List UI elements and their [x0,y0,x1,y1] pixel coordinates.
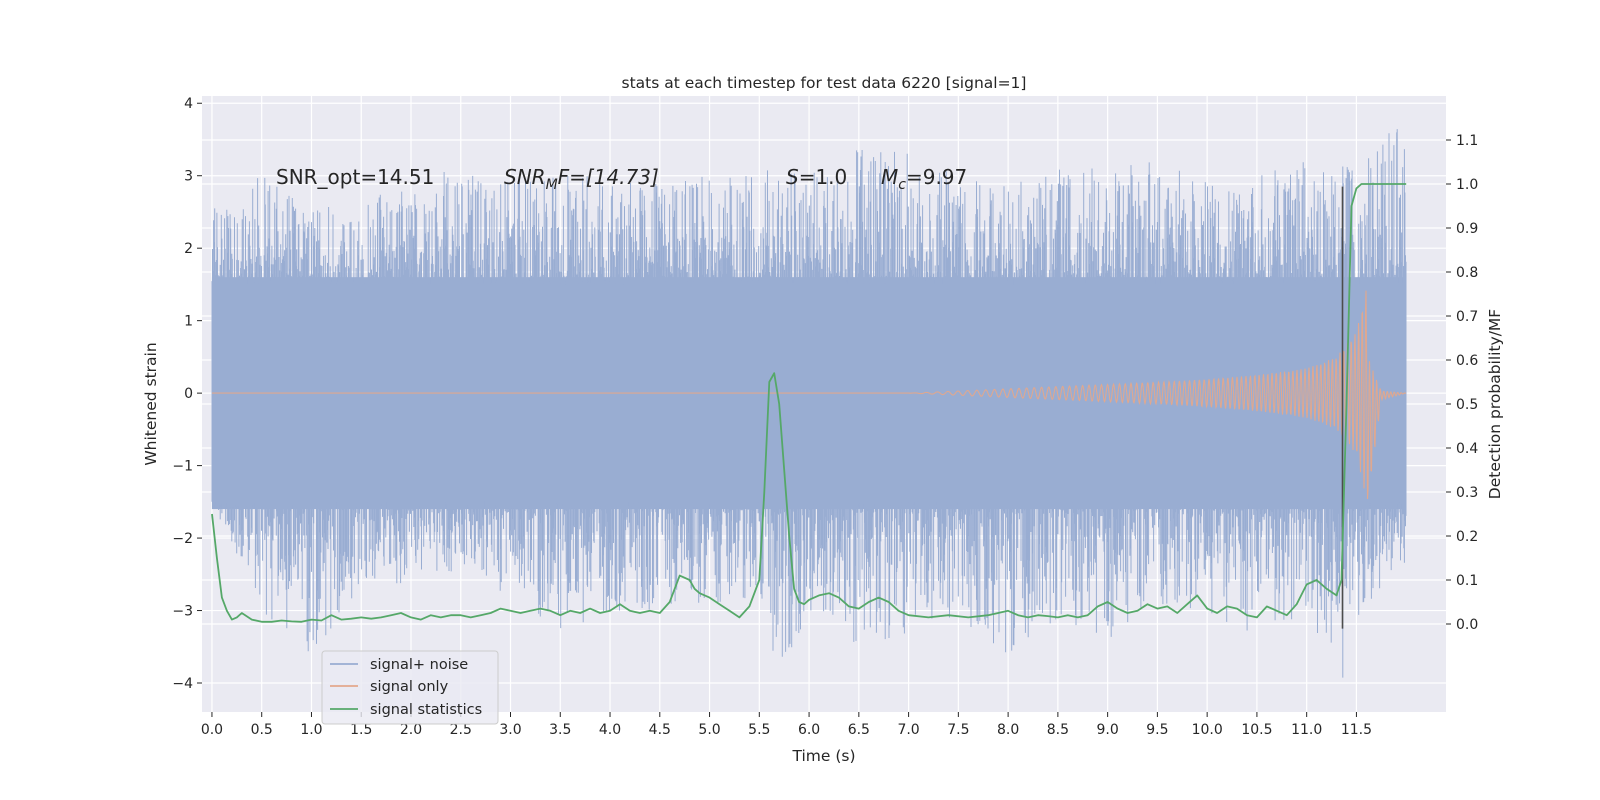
statistics-series [211,183,1407,623]
annotation-s-symbol: S [786,165,799,189]
x-tick-label-6: 3.0 [499,722,521,738]
x-tick-label-20: 10.0 [1192,722,1223,738]
x-tick-label-5: 2.5 [450,722,472,738]
x-tick-label-13: 6.5 [848,722,870,738]
annotation-mc-value: =9.97 [906,165,967,189]
y-tick-label-7: 3 [184,169,193,185]
x-tick-label-21: 10.5 [1241,722,1272,738]
legend-label-statistics: signal statistics [370,702,482,718]
x-tick-label-2: 1.0 [300,722,322,738]
x-axis-ticks: 0.0 0.5 1.0 1.5 2.0 2.5 3.0 3.5 4.0 4.5 5.0 5.5 6.0 6… [201,712,1372,738]
annotation-snr-mf-symbol: SNR [504,165,546,189]
y2-tick-label-4: 0.4 [1456,441,1478,457]
y2-tick-label-6: 0.6 [1456,353,1478,369]
y-tick-label-2: −2 [172,531,193,547]
y-tick-label-8: 4 [184,96,193,112]
chart-title: stats at each timestep for test data 622… [622,74,1027,92]
y-tick-label-5: 1 [184,314,193,330]
y-tick-label-0: −4 [172,676,193,692]
y-tick-label-4: 0 [184,386,193,402]
y-axis-ticks: −4 −3 −2 −1 0 1 2 3 4 [172,96,202,692]
y2-tick-label-8: 0.8 [1456,265,1478,281]
x-tick-label-16: 8.0 [997,722,1019,738]
x-tick-label-3: 1.5 [350,722,372,738]
x-tick-label-7: 3.5 [549,722,571,738]
legend: signal+ noise signal only signal statist… [321,650,499,725]
y2-axis-ticks: 0.0 0.1 0.2 0.3 0.4 0.5 0.6 0.7 0.8 0.9 1.0 1.1 [1446,133,1478,633]
annotation-snr-mf-value: F=[14.73] [558,165,659,189]
legend-box [321,650,499,725]
y2-tick-label-11: 1.1 [1456,133,1478,149]
statistics-trace [211,183,1407,623]
y2-axis-label: Detection probability/MF [1486,309,1504,500]
x-axis-label: Time (s) [791,747,855,765]
annotation-snr-mf-subscript: M [546,177,558,193]
annotation-snr-opt: SNR_opt=14.51 [276,165,434,189]
x-tick-label-9: 4.5 [649,722,671,738]
y2-tick-label-10: 1.0 [1456,177,1478,193]
x-tick-label-22: 11.0 [1291,722,1322,738]
x-tick-label-18: 9.0 [1096,722,1118,738]
y2-tick-label-9: 0.9 [1456,221,1478,237]
annotation-mc: Mc=9.97 [881,165,967,193]
y-tick-label-1: −3 [172,604,193,620]
x-tick-label-14: 7.0 [897,722,919,738]
annotation-s-value: =1.0 [799,165,848,189]
y2-tick-label-0: 0.0 [1456,617,1478,633]
x-tick-label-4: 2.0 [400,722,422,738]
x-tick-label-10: 5.0 [698,722,720,738]
legend-label-signal: signal only [370,679,449,695]
y-axis-label: Whitened strain [142,342,160,465]
y2-tick-label-1: 0.1 [1456,573,1478,589]
y2-tick-label-5: 0.5 [1456,397,1478,413]
x-tick-label-19: 9.5 [1146,722,1168,738]
signal-series [212,290,1406,500]
annotation-mc-symbol: M [881,165,898,189]
x-tick-label-12: 6.0 [798,722,820,738]
legend-label-noise: signal+ noise [370,657,468,673]
annotation-snr-mf: SNRMF=[14.73] [504,165,659,193]
y-tick-label-6: 2 [184,241,193,257]
signal-trace [212,290,1406,500]
x-tick-label-1: 0.5 [251,722,273,738]
x-tick-label-8: 4.0 [599,722,621,738]
x-tick-label-23: 11.5 [1341,722,1372,738]
annotation-snr-opt-text: SNR_opt=14.51 [276,165,434,189]
x-tick-label-11: 5.5 [748,722,770,738]
y-tick-label-3: −1 [172,459,193,475]
annotation-mc-subscript: c [898,177,906,193]
annotation-s: S=1.0 [786,165,847,189]
y2-tick-label-2: 0.2 [1456,529,1478,545]
x-tick-label-17: 8.5 [1047,722,1069,738]
y2-tick-label-7: 0.7 [1456,309,1478,325]
noise-trace [211,129,1407,678]
x-tick-label-15: 7.5 [947,722,969,738]
y2-tick-label-3: 0.3 [1456,485,1478,501]
x-tick-label-0: 0.0 [201,722,223,738]
